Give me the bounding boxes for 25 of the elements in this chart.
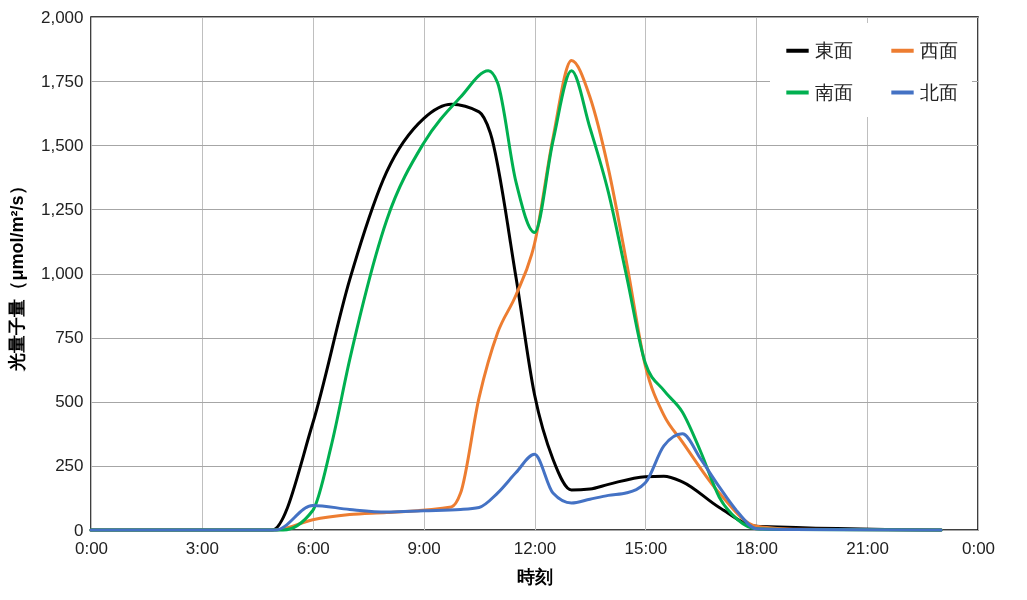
x-tick-label: 21:00 [846, 538, 889, 558]
y-tick-label: 0 [74, 520, 84, 540]
line-series [89, 432, 943, 532]
legend-label: 西面 [920, 39, 958, 61]
y-axis-title: 光量子量（μmol/m²/s） [6, 177, 27, 372]
y-tick-label: 500 [55, 392, 84, 412]
x-axis-title: 時刻 [517, 566, 553, 587]
y-tick-label: 1,250 [40, 199, 84, 219]
x-tick-label: 15:00 [624, 538, 668, 558]
x-tick-label: 12:00 [513, 538, 557, 558]
y-tick-label: 1,000 [40, 264, 84, 283]
legend-label: 南面 [815, 81, 853, 103]
y-tick-label: 1,750 [40, 71, 84, 91]
legend-label: 北面 [920, 81, 958, 103]
y-tick-label: 2,000 [40, 7, 84, 27]
x-tick-label: 18:00 [735, 538, 779, 558]
x-tick-label: 0:00 [74, 538, 109, 558]
y-tick-label: 250 [55, 456, 84, 476]
y-tick-label: 1,500 [40, 135, 84, 155]
x-tick-label: 0:00 [961, 538, 996, 558]
legend-label: 東面 [815, 39, 853, 61]
x-tick-label: 3:00 [185, 538, 219, 558]
x-tick-label: 6:00 [296, 538, 330, 558]
x-tick-label: 9:00 [407, 538, 441, 558]
y-tick-label: 750 [55, 328, 84, 348]
